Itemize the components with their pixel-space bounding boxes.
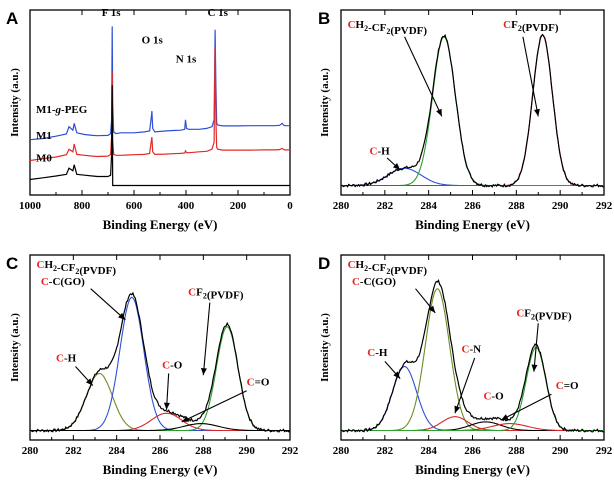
x-tick-label: 292 xyxy=(596,200,613,212)
panel-A: 1000 800 600 400 200 0 Binding Energy (eV) Inte… xyxy=(6,7,293,232)
panel-D: 280 282 284 286 288 290 292 Binding Energy (eV)… xyxy=(318,254,613,477)
arrow-cf2 xyxy=(522,36,539,117)
x-tick-label: 600 xyxy=(126,200,143,212)
x-tick-label: 282 xyxy=(377,200,394,212)
series-line-m0 xyxy=(29,85,290,187)
annotation-ch2-cf2: CH2-CF2(PVDF) xyxy=(348,259,428,277)
panel-B: 280 282 284 286 288 290 292 Binding Energy (eV)… xyxy=(318,9,613,232)
annotation-n1s: N 1s xyxy=(176,54,197,66)
arrow-c-eq-o xyxy=(181,390,247,423)
annotation-c-c-go: C-C(GO) xyxy=(352,276,396,288)
series-line-m1 xyxy=(29,47,290,162)
annotation-c-h: C-H xyxy=(56,352,77,364)
y-axis-label: Intensity (a.u.) xyxy=(319,313,331,382)
annotation-f1s: F 1s xyxy=(102,7,122,19)
x-tick-label: 286 xyxy=(464,445,481,457)
annotation-ch2-cf2: CH2-CF2(PVDF) xyxy=(348,19,428,37)
x-tick-label: 800 xyxy=(74,200,91,212)
arrow-c-h-head xyxy=(392,163,401,170)
arrow-cf2-head xyxy=(200,367,207,376)
arrow-cf2-head xyxy=(531,364,538,372)
arrow-ch2-cf2-head xyxy=(436,108,442,117)
annotation-c-c-go: C-C(GO) xyxy=(41,276,85,288)
x-tick-label: 284 xyxy=(420,445,437,457)
x-tick-label: 284 xyxy=(108,445,125,457)
fit-component-2 xyxy=(341,34,604,187)
fit-component-1 xyxy=(341,36,604,187)
arrow-c-n-head xyxy=(454,405,461,414)
arrow-cf2-head xyxy=(533,108,540,117)
arrow-c-n xyxy=(454,357,476,414)
annotation-o1s: O 1s xyxy=(142,35,164,47)
series-label-m1: M1 xyxy=(36,130,52,142)
fit-component-4 xyxy=(30,423,290,432)
arrow-ch2-cf2 xyxy=(404,36,443,117)
x-tick-label: 280 xyxy=(333,200,350,212)
annotation-c-n: C-N xyxy=(462,344,482,356)
x-tick-label: 288 xyxy=(508,200,525,212)
arrow-c-eq-o xyxy=(500,393,552,421)
arrow-c-eq-o-head xyxy=(500,414,509,421)
arrow-cf2 xyxy=(533,323,539,372)
arrow-c-o-head xyxy=(163,402,170,410)
annotation-c-eq-o: C=O xyxy=(556,380,579,392)
raw-envelope xyxy=(340,279,605,433)
raw-envelope xyxy=(29,291,291,433)
raw-envelope xyxy=(340,33,605,188)
annotation-c-h: C-H xyxy=(367,347,388,359)
annotation-c-eq-o: C=O xyxy=(247,377,270,389)
panel-letter: B xyxy=(318,9,330,28)
arrow-c-h-head xyxy=(85,378,93,386)
annotation-c1s: C 1s xyxy=(207,7,228,19)
panel-letter: C xyxy=(6,254,18,273)
x-axis-label: Binding Energy (eV) xyxy=(103,462,218,477)
x-tick-label: 280 xyxy=(22,445,39,457)
x-tick-label: 288 xyxy=(508,445,525,457)
x-tick-label: 286 xyxy=(464,200,481,212)
series-label-m1-g-peg: M1-g-PEG xyxy=(36,104,88,116)
series-label-m0: M0 xyxy=(36,152,52,164)
x-tick-label: 282 xyxy=(377,445,394,457)
arrow-c-eq-o-head xyxy=(181,416,190,422)
x-tick-label: 280 xyxy=(333,445,350,457)
x-tick-label: 0 xyxy=(287,200,293,212)
arrow-c-h-head xyxy=(393,371,401,379)
y-axis-label: Intensity (a.u.) xyxy=(319,68,331,137)
x-axis-label: Binding Energy (eV) xyxy=(415,217,530,232)
arrow-c-c-go-head xyxy=(118,312,126,320)
x-tick-label: 200 xyxy=(230,200,247,212)
panel-letter: D xyxy=(318,254,330,273)
annotation-cf2: CF2(PVDF) xyxy=(188,287,244,302)
x-axis-label: Binding Energy (eV) xyxy=(103,217,218,232)
x-tick-label: 292 xyxy=(596,445,613,457)
annotation-ch2-cf2: CH2-CF2(PVDF) xyxy=(37,259,117,277)
annotation-cf2: CF2(PVDF) xyxy=(503,19,559,34)
x-tick-label: 288 xyxy=(195,445,212,457)
annotation-c-h: C-H xyxy=(369,145,390,157)
arrow-c-c-go-head xyxy=(428,305,436,313)
y-axis-label: Intensity (a.u.) xyxy=(9,68,21,137)
arrow-cf2 xyxy=(202,302,211,376)
fit-component-0 xyxy=(341,365,604,432)
x-tick-label: 292 xyxy=(282,445,299,457)
y-axis-label: Intensity (a.u.) xyxy=(9,313,21,382)
x-tick-label: 286 xyxy=(152,445,169,457)
series-line-m1-g-peg xyxy=(29,26,290,141)
panel-letter: A xyxy=(6,9,18,28)
x-tick-label: 400 xyxy=(178,200,195,212)
annotation-c-o: C-O xyxy=(162,359,183,371)
annotation-cf2: CF2(PVDF) xyxy=(516,307,572,322)
arrow-c-c-go xyxy=(90,288,126,321)
x-tick-label: 290 xyxy=(552,445,569,457)
annotation-c-o: C-O xyxy=(483,390,504,402)
x-tick-label: 290 xyxy=(552,200,569,212)
x-tick-label: 284 xyxy=(420,200,437,212)
x-tick-label: 282 xyxy=(65,445,82,457)
x-tick-label: 290 xyxy=(238,445,255,457)
x-tick-label: 1000 xyxy=(19,200,42,212)
plot-frame xyxy=(340,9,605,196)
x-axis-label: Binding Energy (eV) xyxy=(415,462,530,477)
panel-C: 280 282 284 286 288 290 292 Binding Energy (eV)… xyxy=(6,254,299,477)
